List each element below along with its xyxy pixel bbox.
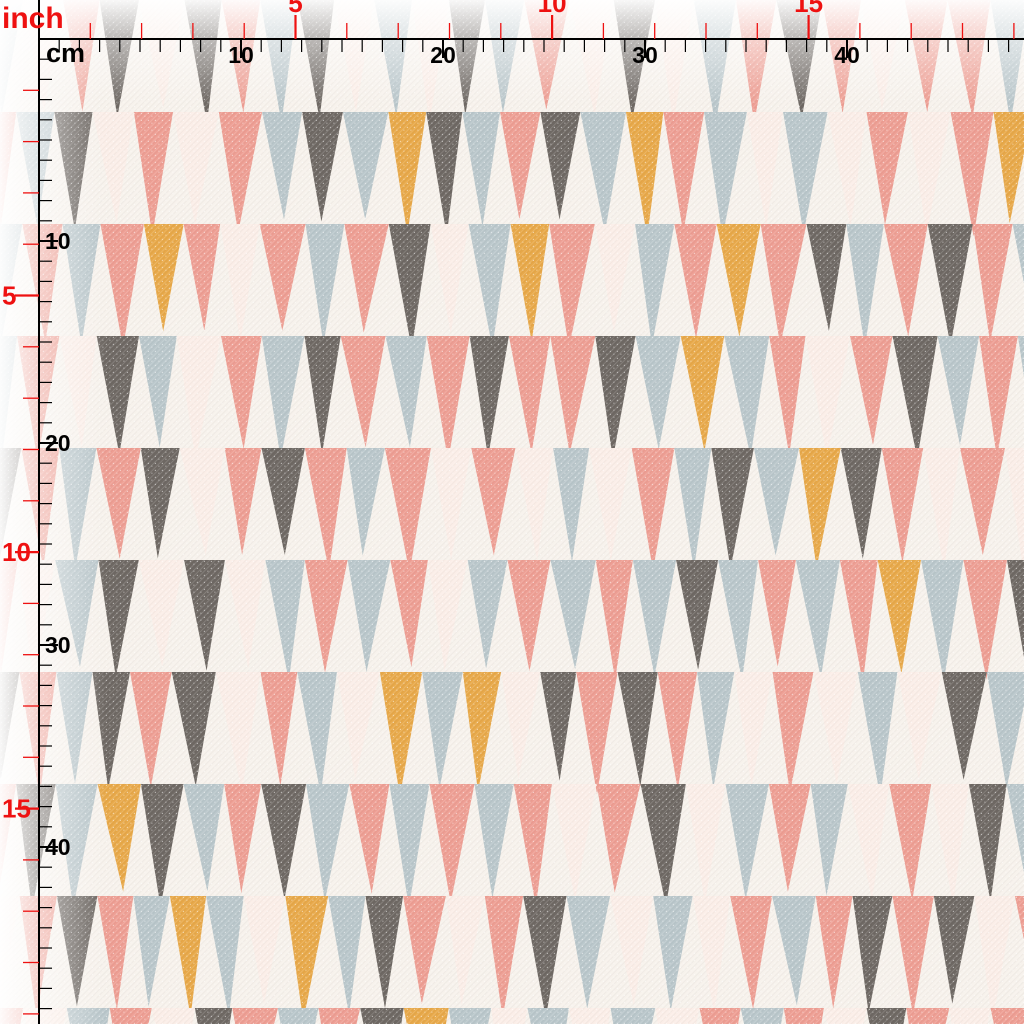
svg-text:inch: inch: [2, 2, 64, 35]
svg-text:10: 10: [45, 228, 71, 254]
svg-text:40: 40: [834, 42, 860, 68]
svg-text:10: 10: [228, 42, 254, 68]
svg-text:5: 5: [288, 0, 302, 18]
svg-text:10: 10: [2, 537, 31, 567]
svg-text:15: 15: [2, 794, 31, 824]
svg-text:cm: cm: [46, 38, 85, 68]
svg-text:20: 20: [45, 430, 71, 456]
svg-text:15: 15: [794, 0, 823, 18]
svg-text:40: 40: [45, 834, 71, 860]
svg-text:10: 10: [538, 0, 567, 18]
svg-text:30: 30: [45, 632, 71, 658]
svg-text:20: 20: [430, 42, 456, 68]
svg-text:5: 5: [2, 281, 16, 311]
svg-text:30: 30: [632, 42, 658, 68]
